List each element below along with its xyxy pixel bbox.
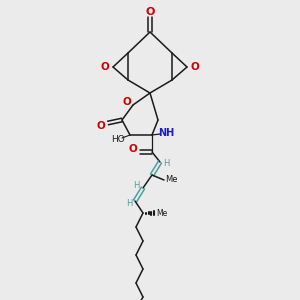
Text: O: O	[123, 97, 131, 107]
Text: H: H	[126, 199, 132, 208]
Text: O: O	[97, 121, 105, 131]
Text: HO: HO	[111, 134, 125, 143]
Text: O: O	[100, 62, 109, 72]
Text: O: O	[190, 62, 200, 72]
Text: O: O	[145, 7, 155, 17]
Text: Me: Me	[165, 176, 177, 184]
Text: NH: NH	[158, 128, 174, 138]
Text: O: O	[129, 144, 137, 154]
Text: H: H	[133, 182, 139, 190]
Text: Me: Me	[156, 208, 168, 217]
Text: H: H	[163, 160, 169, 169]
